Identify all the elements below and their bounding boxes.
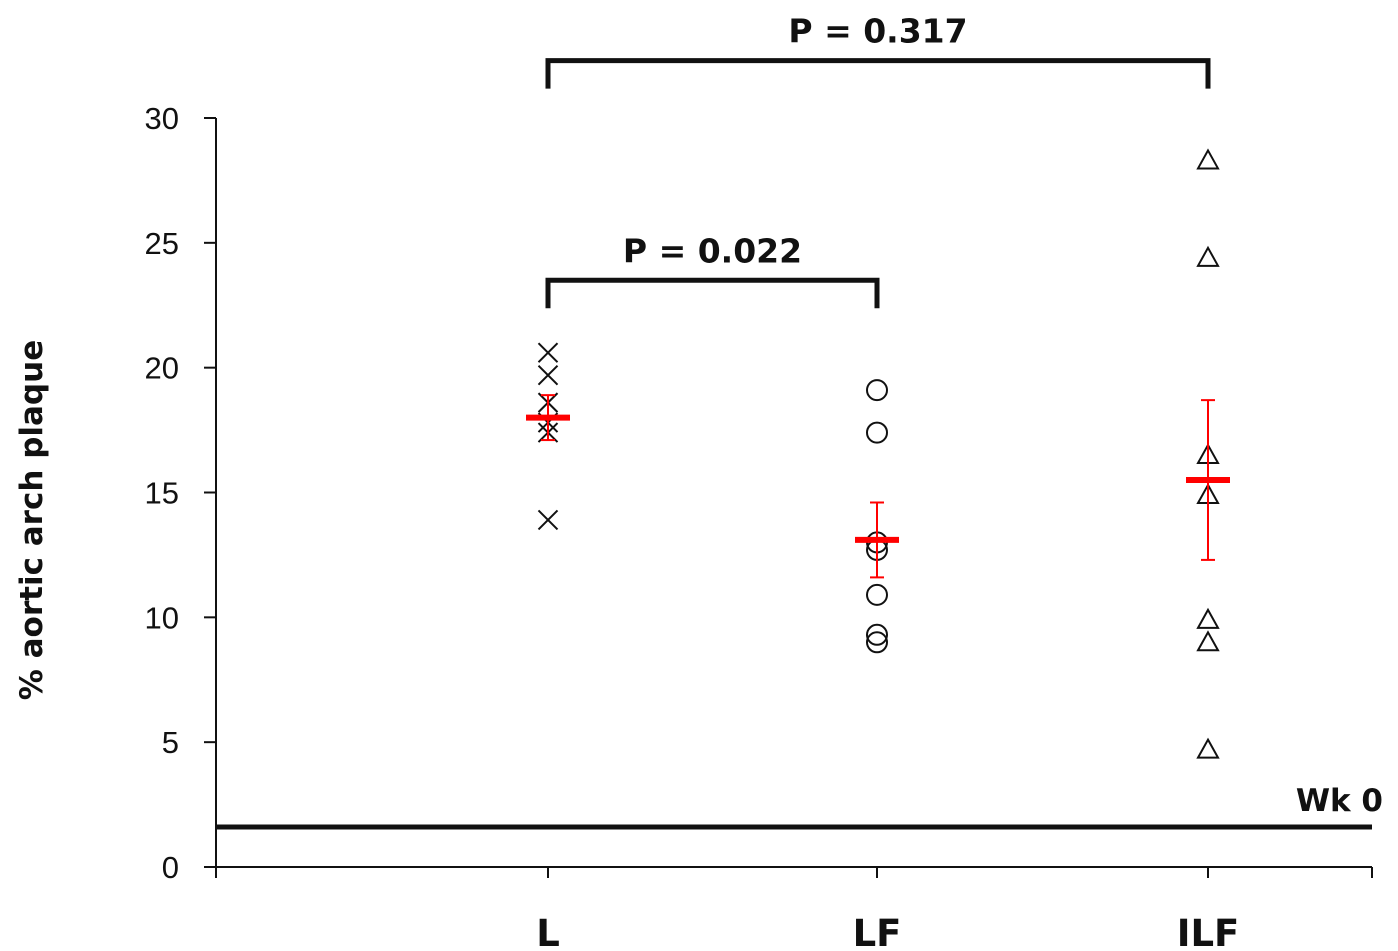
data-point-triangle <box>1196 148 1220 170</box>
y-tick-label: 20 <box>145 351 179 386</box>
y-tick-label: 10 <box>145 600 179 635</box>
data-point-triangle <box>1196 607 1220 629</box>
data-point-triangle <box>1196 737 1220 759</box>
y-tick-label: 5 <box>162 725 179 760</box>
stats-layer <box>526 394 1230 579</box>
y-tick-label: 0 <box>162 850 179 885</box>
y-tick-label: 25 <box>145 226 179 261</box>
significance-bracket <box>545 58 1211 89</box>
data-point-x <box>537 342 559 363</box>
significance-bracket <box>545 277 880 309</box>
annotations-layer: P = 0.022 P = 0.317 <box>545 12 1211 309</box>
x-tick-label: ILF <box>1177 912 1240 951</box>
significance-label: P = 0.022 <box>623 231 802 270</box>
data-point-circle <box>866 631 888 654</box>
data-point-triangle <box>1196 630 1220 652</box>
y-tick-label: 30 <box>145 101 179 136</box>
significance-label: P = 0.317 <box>788 12 967 51</box>
reference-line-label: Wk 0 <box>1296 783 1383 819</box>
data-point-circle <box>866 421 888 444</box>
data-point-circle <box>866 623 888 646</box>
y-tick-label: 15 <box>145 476 179 511</box>
data-point-x <box>537 509 559 531</box>
data-point-x <box>537 364 559 386</box>
reference-layer: Wk 0 <box>216 783 1383 830</box>
data-point-circle <box>866 379 888 402</box>
axes-layer: 0 5 10 15 20 25 30 L LF ILF <box>145 101 1373 951</box>
data-point-circle <box>866 583 888 606</box>
y-axis-label: % aortic arch plaque <box>14 340 50 700</box>
x-tick-label: L <box>536 912 560 951</box>
data-point-triangle <box>1196 245 1220 267</box>
x-tick-label: LF <box>853 912 902 951</box>
